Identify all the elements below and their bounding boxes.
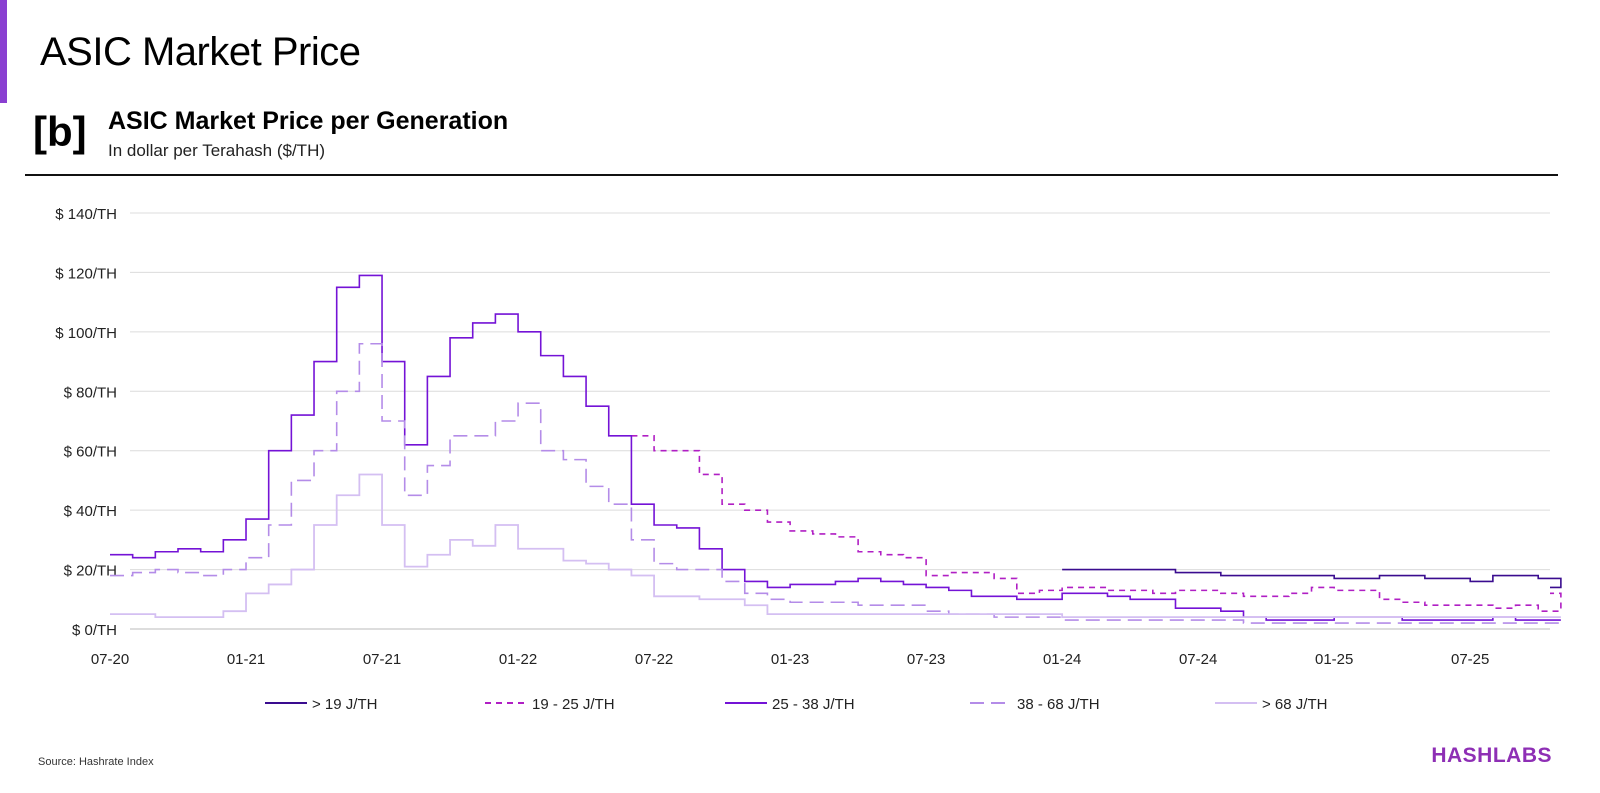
x-tick-label: 01-21 <box>227 651 265 668</box>
x-tick-label: 07-20 <box>91 651 129 668</box>
y-tick-label: $ 80/TH <box>64 384 117 401</box>
source-note: Source: Hashrate Index <box>38 756 154 768</box>
legend-label: 25 - 38 J/TH <box>772 696 855 713</box>
brand-logo: HASHLABS <box>1431 744 1552 767</box>
series-line-0 <box>1062 568 1562 589</box>
series-line-4 <box>110 473 1561 619</box>
x-tick-label: 07-25 <box>1451 651 1489 668</box>
chart-unit: In dollar per Terahash ($/TH) <box>108 141 326 160</box>
y-tick-label: $ 100/TH <box>55 325 117 342</box>
x-tick-label: 01-24 <box>1043 651 1081 668</box>
x-tick-label: 07-21 <box>363 651 401 668</box>
x-tick-label: 07-24 <box>1179 651 1217 668</box>
figure-tag: [b] <box>33 108 87 155</box>
y-tick-label: $ 60/TH <box>64 444 117 461</box>
x-tick-label: 07-22 <box>635 651 673 668</box>
legend-label: > 68 J/TH <box>1262 696 1327 713</box>
legend-label: 19 - 25 J/TH <box>532 696 615 713</box>
series-line-3 <box>110 342 1561 624</box>
y-tick-label: $ 20/TH <box>64 563 117 580</box>
series-line-2 <box>110 274 1561 621</box>
y-tick-label: $ 120/TH <box>55 265 117 282</box>
accent-bar <box>0 0 7 103</box>
x-tick-label: 01-23 <box>771 651 809 668</box>
legend-label: 38 - 68 J/TH <box>1017 696 1100 713</box>
legend-label: > 19 J/TH <box>312 696 377 713</box>
y-tick-label: $ 0/TH <box>72 622 117 639</box>
y-tick-label: $ 140/TH <box>55 206 117 223</box>
y-tick-label: $ 40/TH <box>64 503 117 520</box>
x-tick-label: 01-25 <box>1315 651 1353 668</box>
page-title: ASIC Market Price <box>40 30 361 74</box>
x-tick-label: 01-22 <box>499 651 537 668</box>
chart-title: ASIC Market Price per Generation <box>108 107 509 135</box>
x-tick-label: 07-23 <box>907 651 945 668</box>
series-line-1 <box>631 435 1562 612</box>
divider <box>25 174 1558 176</box>
